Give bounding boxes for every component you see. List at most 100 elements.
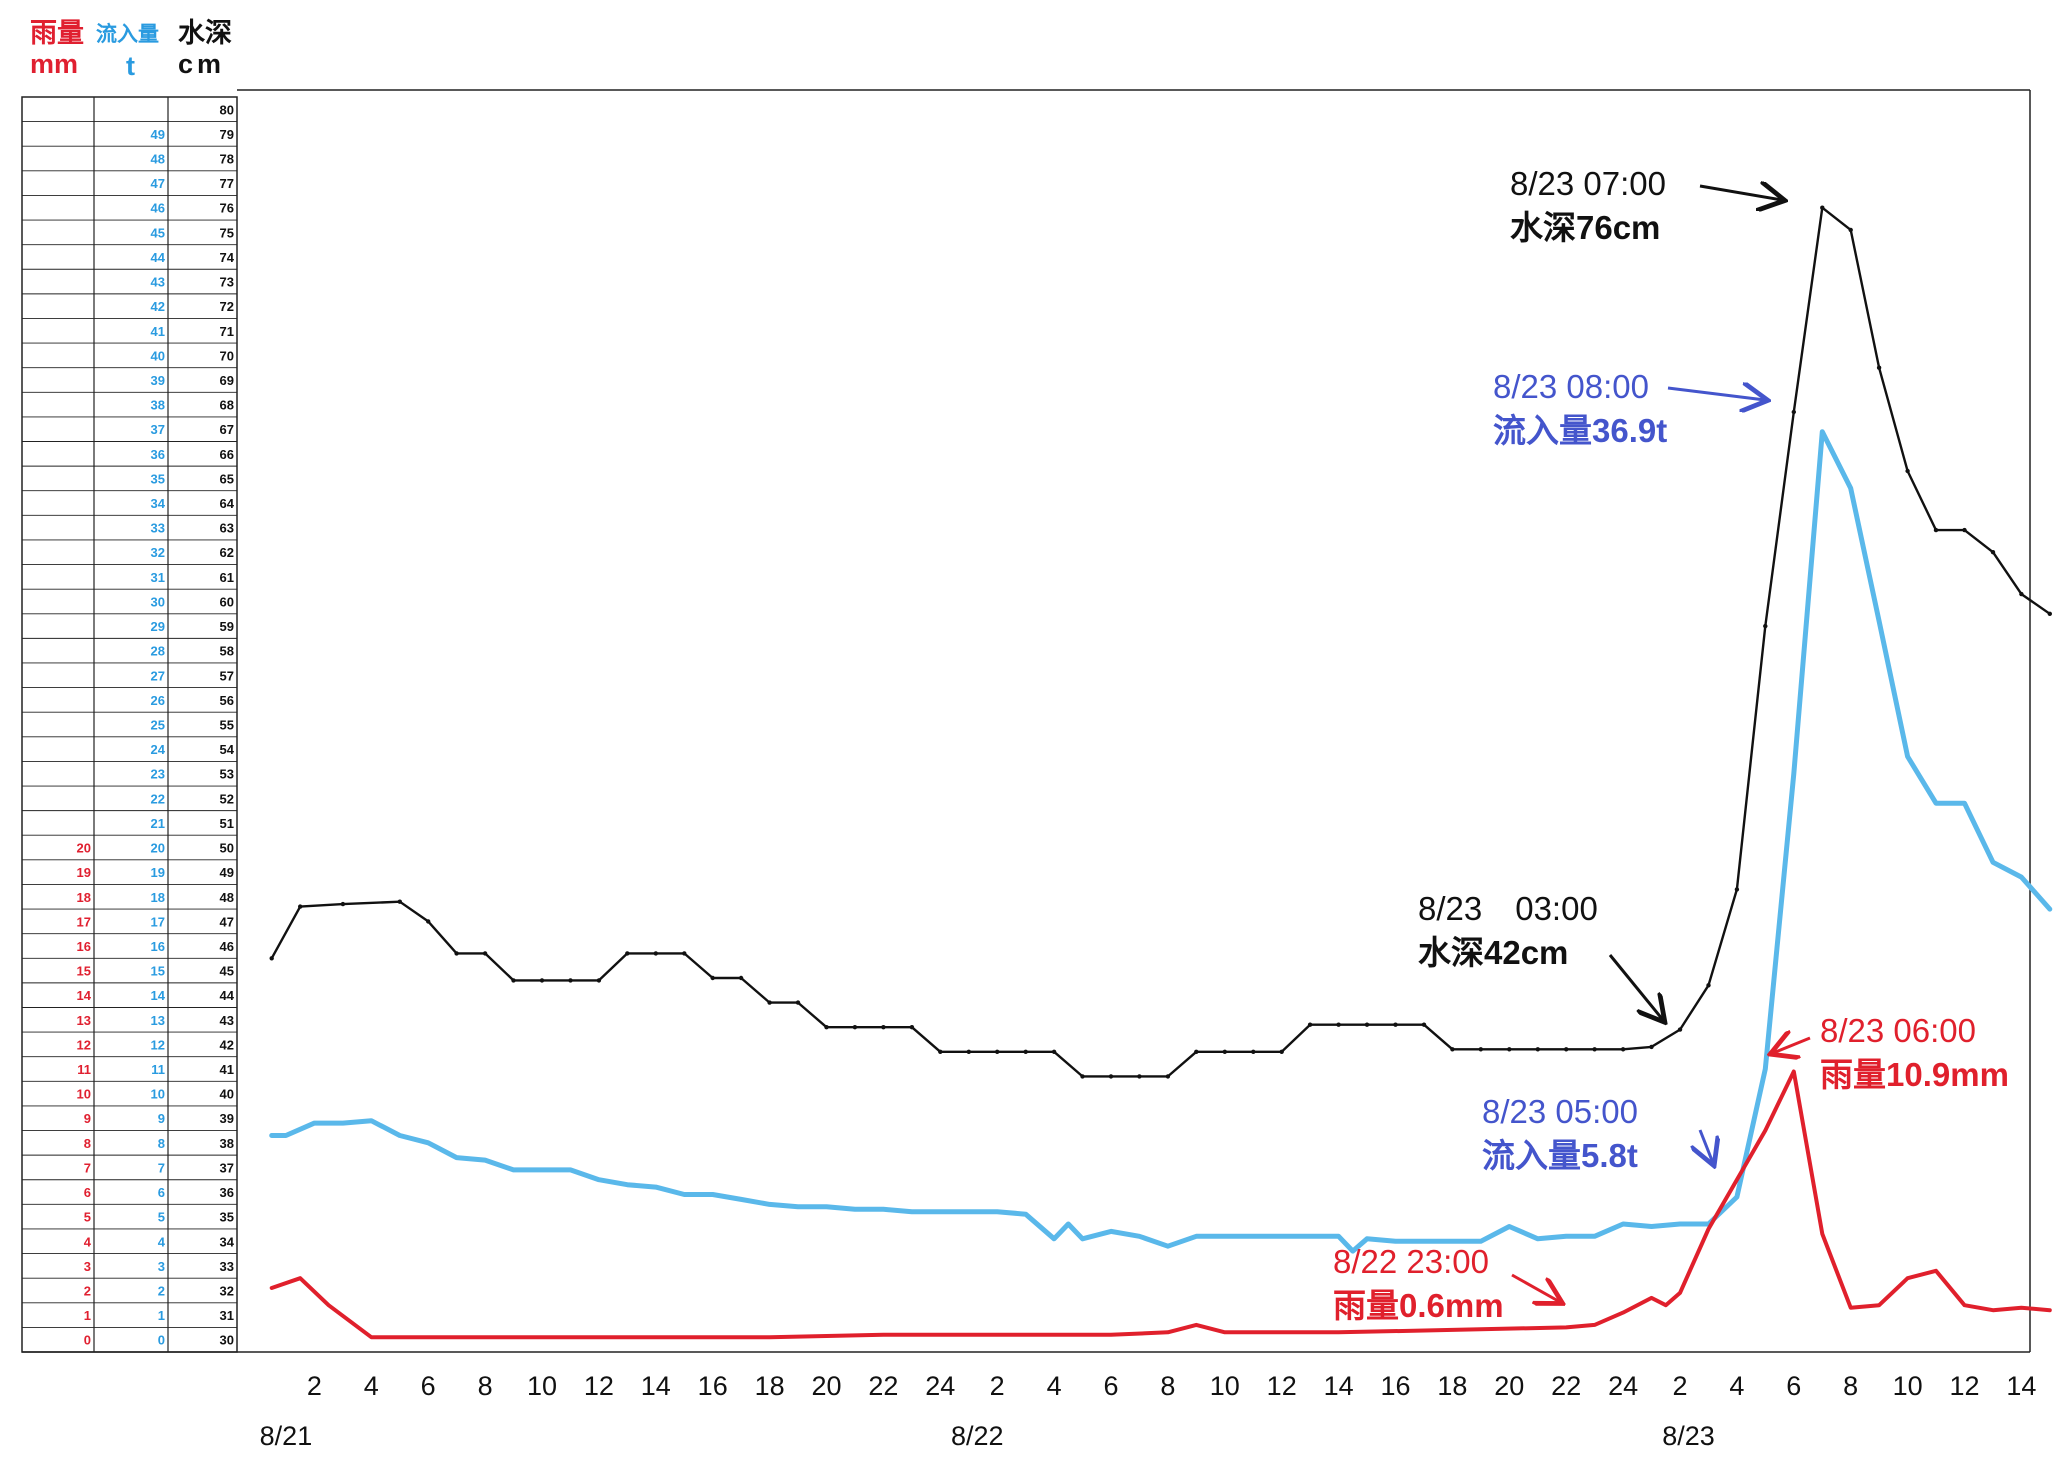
depth-tick-label: 68 <box>220 398 234 413</box>
flow-data-point <box>1280 1234 1284 1238</box>
rain-tick-label: 19 <box>77 865 91 880</box>
flow-data-point <box>995 1210 999 1214</box>
flow-data-point <box>654 1185 658 1189</box>
x-tick-label: 2 <box>307 1371 322 1401</box>
depth-tick-label: 72 <box>220 299 234 314</box>
flow-data-point <box>426 1141 430 1145</box>
depth-tick-label: 65 <box>220 471 234 486</box>
rain-tick-label: 3 <box>84 1259 91 1274</box>
depth-tick-label: 67 <box>220 422 234 437</box>
rain-tick-label: 12 <box>77 1037 91 1052</box>
rain-tick-label: 6 <box>84 1185 91 1200</box>
depth-data-point <box>1421 1022 1427 1027</box>
depth-tick-label: 75 <box>220 225 234 240</box>
rain-data-point <box>426 1335 430 1339</box>
flow-data-point <box>1393 1239 1398 1243</box>
depth-data-point <box>995 1049 1000 1055</box>
rain-data-point <box>1664 1303 1668 1307</box>
depth-series-line <box>270 206 2052 1078</box>
flow-tick-label: 30 <box>151 594 165 609</box>
depth-data-point <box>1478 1047 1484 1052</box>
depth-tick-label: 44 <box>220 988 235 1003</box>
flow-data-point <box>511 1168 516 1172</box>
flow-tick-label: 3 <box>158 1259 165 1274</box>
depth-data-point <box>1137 1074 1142 1079</box>
x-tick-label: 12 <box>1949 1371 1979 1401</box>
depth-tick-label: 52 <box>220 791 234 806</box>
rain-data-point <box>1735 1178 1739 1182</box>
depth-data-point <box>653 951 658 956</box>
flow-data-point <box>1593 1234 1597 1238</box>
depth-data-point <box>710 975 715 981</box>
depth-data-point <box>426 919 431 924</box>
x-tick-label: 8 <box>1160 1371 1175 1401</box>
flow-tick-label: 8 <box>158 1136 165 1151</box>
depth-data-point <box>795 1000 801 1005</box>
depth-tick-label: 43 <box>220 1013 234 1028</box>
depth-data-point <box>1450 1047 1455 1052</box>
flow-tick-label: 28 <box>151 644 165 659</box>
flow-data-point <box>881 1207 886 1211</box>
rain-tick-label: 4 <box>84 1234 92 1249</box>
depth-data-point <box>909 1025 915 1030</box>
series-lines <box>269 205 2053 1340</box>
rain-data-point <box>369 1335 373 1339</box>
flow-data-point <box>455 1156 459 1160</box>
x-tick-label: 24 <box>925 1371 955 1401</box>
depth-data-point <box>1820 205 1825 210</box>
depth-tick-label: 61 <box>220 570 234 585</box>
annotation-rain-peak-line-2: 雨量10.9mm <box>1820 1056 2009 1093</box>
flow-data-point <box>1991 860 1995 864</box>
depth-data-point <box>340 901 346 907</box>
depth-data-point <box>881 1025 886 1030</box>
rain-tick-label: 10 <box>77 1087 91 1102</box>
depth-data-point <box>2019 591 2024 597</box>
x-tick-label: 18 <box>755 1371 785 1401</box>
depth-data-point <box>1023 1049 1028 1055</box>
depth-data-point <box>1962 527 1967 533</box>
flow-data-point <box>625 1183 629 1187</box>
depth-tick-label: 31 <box>220 1308 234 1323</box>
depth-data-point <box>1393 1022 1398 1027</box>
rain-data-point <box>298 1276 302 1280</box>
depth-data-point <box>568 978 573 983</box>
date-label: 8/21 <box>260 1421 313 1451</box>
depth-tick-label: 56 <box>220 693 234 708</box>
flow-data-point <box>540 1168 544 1172</box>
x-tick-label: 20 <box>1494 1371 1524 1401</box>
flow-tick-label: 17 <box>151 914 165 929</box>
flow-data-point <box>1422 1239 1426 1243</box>
depth-data-point <box>682 951 687 956</box>
flow-tick-label: 40 <box>151 348 165 363</box>
x-tick-label: 22 <box>868 1371 898 1401</box>
flow-tick-label: 13 <box>151 1013 165 1028</box>
flow-data-point <box>270 1133 274 1138</box>
flow-tick-label: 33 <box>151 521 165 536</box>
flow-data-point <box>1962 801 1967 805</box>
depth-data-point <box>1336 1022 1341 1027</box>
flow-data-point <box>1308 1234 1312 1238</box>
depth-data-point <box>1251 1049 1256 1055</box>
rain-data-point <box>270 1286 274 1290</box>
flow-data-point <box>1649 1224 1654 1229</box>
depth-data-point <box>482 951 488 956</box>
flow-series-line <box>269 429 2053 1254</box>
depth-tick-label: 64 <box>220 496 235 511</box>
flow-data-point <box>1024 1212 1028 1216</box>
flow-tick-label: 16 <box>151 939 165 954</box>
flow-data-point <box>568 1168 573 1172</box>
depth-tick-label: 59 <box>220 619 234 634</box>
rain-data-point <box>540 1335 544 1339</box>
flow-tick-label: 48 <box>151 152 165 167</box>
depth-data-point <box>1222 1049 1228 1055</box>
rain-data-point <box>327 1303 331 1307</box>
flow-data-point <box>853 1207 857 1211</box>
depth-data-point <box>1364 1022 1370 1027</box>
depth-tick-label: 60 <box>220 594 234 609</box>
x-tick-label: 12 <box>584 1371 614 1401</box>
depth-tick-label: 54 <box>220 742 235 757</box>
flow-tick-label: 29 <box>151 619 165 634</box>
depth-data-point <box>1108 1074 1114 1079</box>
annotation-depth-03-arrow <box>1608 954 1663 1020</box>
